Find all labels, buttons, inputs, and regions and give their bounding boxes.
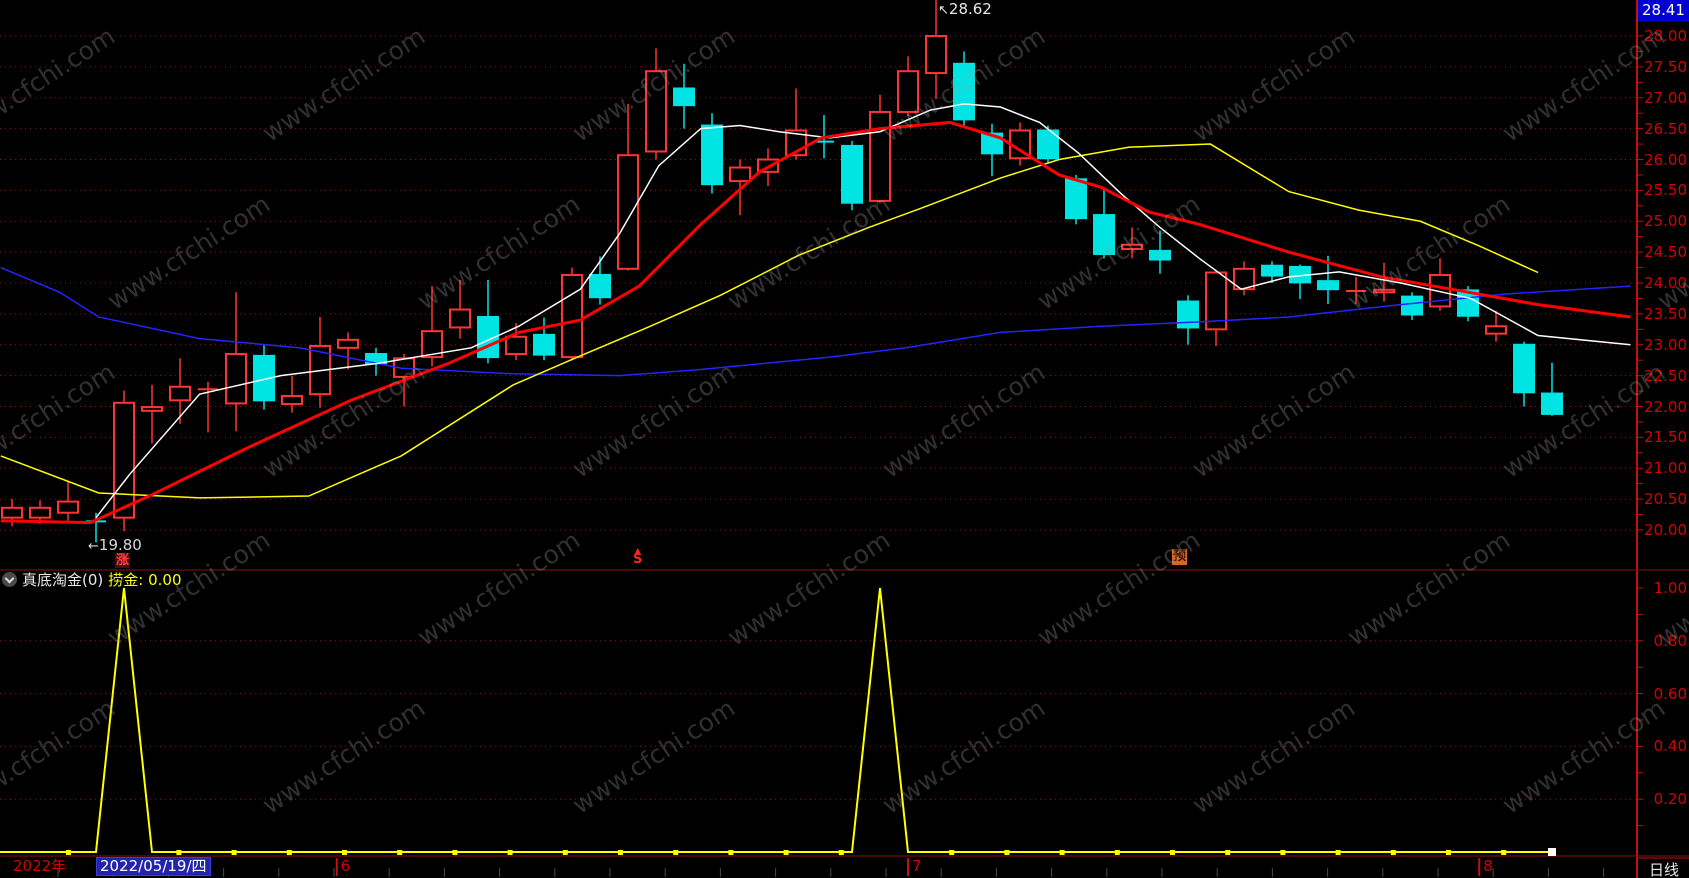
- price-axis-label: 26.50: [1644, 119, 1687, 138]
- candle[interactable]: [1065, 174, 1087, 225]
- candle[interactable]: [729, 159, 751, 216]
- indicator-axis-label: 0.20: [1653, 790, 1687, 809]
- high-price-annotation: ↖28.62: [938, 0, 992, 18]
- candle[interactable]: [1485, 310, 1507, 342]
- indicator-axis-label: 0.60: [1653, 684, 1687, 703]
- latest-scale-badge: 28.41: [1638, 0, 1689, 21]
- indicator-title[interactable]: 真底淘金(0): [22, 571, 104, 589]
- price-axis-label: 20.00: [1644, 521, 1687, 539]
- indicator-panel-header: 真底淘金(0) 捞金: 0.00: [2, 570, 182, 589]
- month-label: 8: [1483, 857, 1493, 875]
- month-label: 7: [912, 857, 922, 875]
- candle[interactable]: [701, 113, 723, 194]
- candle[interactable]: [925, 0, 947, 99]
- candle[interactable]: [449, 279, 471, 339]
- ma-short-white: [95, 103, 1631, 519]
- price-axis-label: 21.00: [1644, 459, 1687, 478]
- triangle-up-icon: ▲: [634, 546, 641, 555]
- period-label[interactable]: 日线: [1648, 861, 1679, 878]
- price-axis-label: 27.00: [1644, 88, 1687, 107]
- candle[interactable]: [1093, 189, 1115, 259]
- candle[interactable]: [29, 500, 51, 524]
- collapse-chevron-icon[interactable]: [2, 572, 17, 587]
- candle[interactable]: [561, 267, 583, 361]
- candle[interactable]: [673, 63, 695, 129]
- selected-date-cell[interactable]: 2022/05/19/四: [96, 857, 211, 876]
- candle[interactable]: [421, 286, 443, 367]
- candle[interactable]: [841, 140, 863, 211]
- price-axis-label: 25.00: [1644, 212, 1687, 231]
- candle[interactable]: [477, 279, 499, 364]
- candle[interactable]: [869, 94, 891, 203]
- price-axis-label: 23.50: [1644, 304, 1687, 323]
- ma-mid-red: [0, 120, 1631, 525]
- indicator-value: 0.00: [148, 571, 182, 589]
- price-axis-label: 28.00: [1644, 27, 1687, 45]
- candle[interactable]: [337, 332, 359, 370]
- sell-signal-marker: ▲ S: [633, 546, 643, 567]
- price-axis-label: 25.50: [1644, 181, 1687, 200]
- candle[interactable]: [57, 480, 79, 521]
- candle[interactable]: [1037, 125, 1059, 163]
- month-label: 6: [340, 857, 351, 875]
- price-axis-label: 27.50: [1644, 57, 1687, 76]
- indicator-spike-line: [0, 587, 1552, 853]
- indicator-axis-label: 1.00: [1653, 579, 1687, 597]
- candle[interactable]: [1429, 258, 1451, 311]
- candle[interactable]: [169, 358, 191, 424]
- candle[interactable]: [897, 56, 919, 117]
- arrow-up-left-icon: ↖: [938, 3, 949, 18]
- price-axis-label: 21.50: [1644, 428, 1687, 447]
- forecast-marker: 预: [1172, 549, 1188, 565]
- candle[interactable]: [589, 256, 611, 305]
- price-axis-label: 23.00: [1644, 335, 1687, 354]
- candle[interactable]: [1346, 276, 1366, 304]
- low-price-annotation: ←19.80: [88, 536, 142, 554]
- candle[interactable]: [198, 381, 218, 433]
- candle[interactable]: [981, 123, 1003, 177]
- ma-xlong-blue: [0, 266, 1631, 377]
- candle[interactable]: [253, 344, 275, 410]
- candle[interactable]: [617, 103, 639, 271]
- candle[interactable]: [141, 384, 163, 444]
- arrow-left-icon: ←: [88, 539, 99, 554]
- candle[interactable]: [1541, 362, 1563, 416]
- candle[interactable]: [1289, 264, 1311, 300]
- year-label: 2022年: [13, 857, 67, 875]
- candle[interactable]: [1233, 261, 1255, 296]
- candle[interactable]: [1513, 341, 1535, 407]
- series-end-marker: [1548, 848, 1556, 856]
- candle[interactable]: [1205, 270, 1227, 346]
- price-axis-label: 20.50: [1644, 490, 1687, 509]
- price-axis-label: 24.50: [1644, 243, 1687, 262]
- price-axis-label: 24.00: [1644, 274, 1687, 292]
- candle[interactable]: [393, 354, 415, 407]
- indicator-value-label: 捞金:: [108, 571, 144, 589]
- candle[interactable]: [533, 317, 555, 361]
- candle[interactable]: [1373, 262, 1395, 302]
- indicator-axis-label: 0.80: [1653, 631, 1687, 650]
- candle[interactable]: [645, 48, 667, 160]
- price-axis-label: 26.00: [1644, 150, 1687, 169]
- candle[interactable]: [1177, 295, 1199, 345]
- candle[interactable]: [1401, 292, 1423, 321]
- candle[interactable]: [309, 316, 331, 408]
- price-axis-label: 22.50: [1644, 366, 1687, 385]
- candle[interactable]: [1121, 227, 1143, 259]
- candle[interactable]: [953, 51, 975, 126]
- candle[interactable]: [1261, 261, 1283, 283]
- indicator-axis-label: 0.40: [1653, 737, 1687, 756]
- candle[interactable]: [505, 323, 527, 361]
- rise-signal-marker: 涨: [115, 553, 131, 568]
- candle[interactable]: [1149, 230, 1171, 274]
- price-axis-label: 22.00: [1644, 397, 1687, 416]
- candle[interactable]: [225, 292, 247, 432]
- ma-long-yellow: [0, 143, 1539, 499]
- candle[interactable]: [281, 375, 303, 413]
